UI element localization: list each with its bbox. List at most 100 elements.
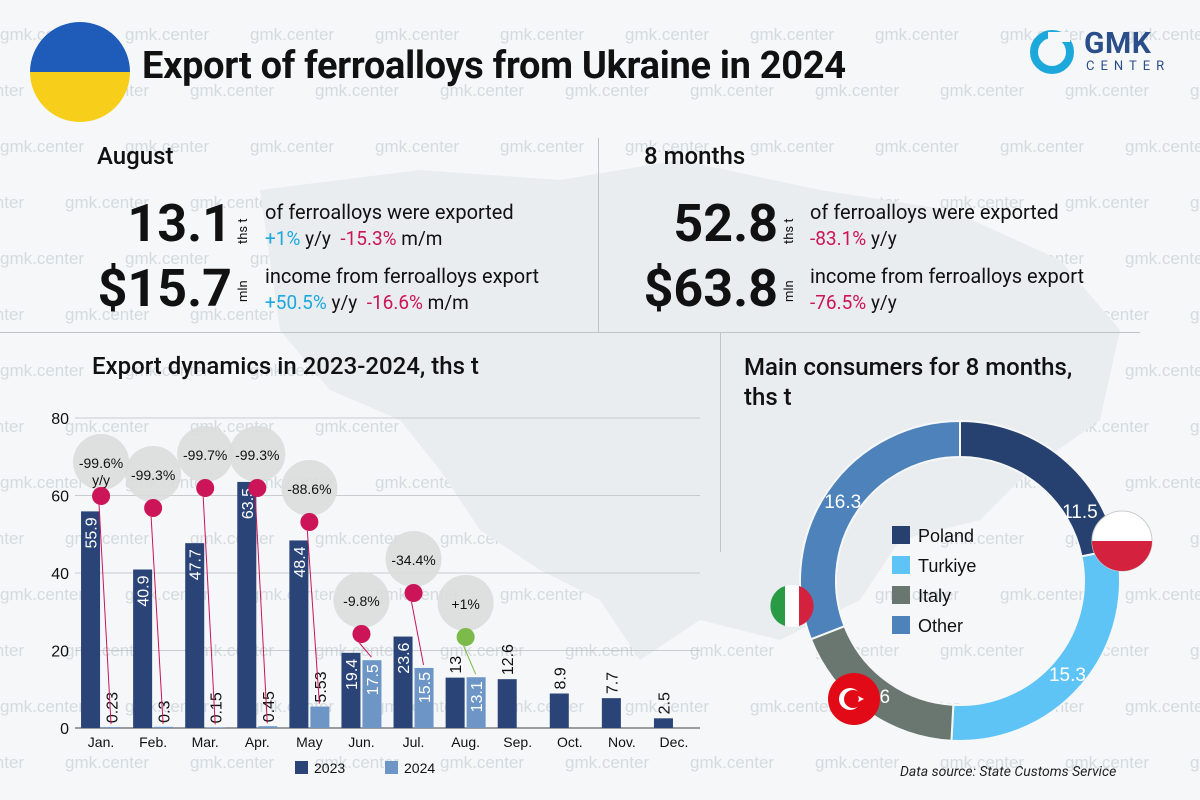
yoy-label: -99.6% [79,455,123,471]
turkey-flag-icon [828,673,880,725]
donut-legend-swatch [892,586,910,604]
donut-legend-label: Italy [918,586,951,606]
bar-label-2023: 55.9 [84,517,101,548]
x-tick-label: May [296,734,322,750]
logo-text: GMK [1084,26,1152,61]
yoy-arrow [359,642,372,658]
eight-months-volume-unit: ths t [782,218,797,244]
eight-months-income-unit: mln [782,280,797,302]
yoy-bubble [333,572,390,628]
yoy-arrow [202,496,216,725]
august-volume-mm: -15.3% [340,227,397,250]
italy-flag-icon [770,585,814,627]
bar-label-2023: 23.6 [396,642,413,673]
yoy-bubble [125,446,182,502]
eight-months-volume-value: 52.8 [673,193,778,254]
x-tick-label: Feb. [139,734,167,750]
bar-label-2024: 15.5 [417,672,434,703]
yoy-bubble [229,426,286,482]
august-income-yy-suffix: y/y [331,291,358,314]
bar-2024 [206,727,226,728]
yoy-label: +1% [451,596,479,612]
yoy-marker [196,479,215,497]
august-income-yy: +50.5% [265,291,327,314]
yoy-bubble [437,575,494,631]
page-title: Export of ferroalloys from Ukraine in 20… [142,44,846,88]
august-volume-text: of ferroalloys were exported [265,200,514,224]
yoy-marker [404,584,423,602]
bar-2023 [341,652,361,728]
bar-label-2024: 13.1 [469,681,486,712]
august-volume-mm-suffix: m/m [401,227,443,250]
bar-2024 [310,706,330,728]
bar-2023 [185,543,205,728]
bar-label-2023: 40.9 [136,575,153,606]
donut-legend-label: Other [918,616,963,636]
eight-months-volume-text: of ferroalloys were exported [810,200,1059,224]
divider-vertical-top [598,138,599,332]
donut-chart-title: Main consumers for 8 months, ths t [744,353,1073,411]
donut-value-label: 16.3 [824,492,861,513]
august-income-mm-suffix: m/m [427,291,469,314]
bar-2023 [81,511,101,728]
yoy-bubble [177,426,234,482]
y-tick-label: 20 [51,644,69,661]
legend-swatch-2023 [295,761,308,774]
gmk-logo-icon [1030,30,1074,74]
bar-2023 [653,718,673,728]
logo-subtext: CENTER [1086,59,1171,74]
y-tick-label: 80 [51,411,69,428]
eight-months-income-yy-suffix: y/y [870,291,897,314]
yoy-marker [300,513,319,531]
yoy-label: -88.6% [287,481,331,497]
bar-2024 [414,667,434,728]
x-tick-label: Sep. [503,734,532,750]
bar-label-2023: 8.9 [552,667,569,689]
bar-chart-title: Export dynamics in 2023-2024, ths t [92,352,479,380]
august-volume-yy: +1% [265,227,301,250]
donut-slice [809,624,955,742]
bar-2024 [102,727,122,728]
donut-legend-label: Turkiye [918,556,976,576]
yoy-arrow [463,645,477,675]
august-volume-unit: ths t [236,218,251,244]
ukraine-flag-icon [30,22,130,122]
yoy-label: -99.7% [183,447,227,463]
x-tick-label: Apr. [245,734,270,750]
yoy-arrow [150,516,164,724]
donut-slice [799,419,961,641]
yoy-arrow [306,530,320,704]
bar-label-2024: 5.53 [313,671,330,702]
x-tick-label: Nov. [608,734,636,750]
bar-2024 [154,726,174,728]
bar-2023 [133,569,153,728]
bar-label-2023: 47.7 [188,549,205,580]
y-tick-label: 60 [51,489,69,506]
yoy-bubble [385,531,442,587]
august-income-value: $15.7 [97,258,232,319]
bar-2023 [497,679,517,728]
donut-legend-swatch [892,526,910,544]
bar-label-2023: 48.4 [292,546,309,577]
donut-legend-swatch [892,616,910,634]
y-tick-label: 40 [51,566,69,583]
yoy-label: -99.3% [131,467,175,483]
bar-label-2023: 63.5 [240,488,257,519]
donut-legend-label: Poland [918,526,974,546]
august-income-unit: mln [236,280,251,302]
eight-months-income-value: $63.8 [643,258,778,319]
yoy-marker [456,628,475,646]
donut-value-label: 15.3 [1049,665,1086,686]
august-heading: August [97,142,174,170]
eight-months-income-text: income from ferroalloys export [810,264,1085,288]
yoy-suffix-label: y/y [92,472,110,488]
yoy-label: -34.4% [391,552,435,568]
bar-label-2023: 7.7 [604,672,621,694]
bar-chart: 0 20 40 60 80 Jan. 55.9 0.23 Feb. 40.9 0.3 Mar. 47.7… [51,411,700,776]
bar-2023 [289,540,309,728]
bar-2023 [549,693,569,728]
bar-label-2023: 2.5 [656,692,673,714]
yoy-arrow [254,496,268,724]
eight-months-heading: 8 months [644,142,746,170]
